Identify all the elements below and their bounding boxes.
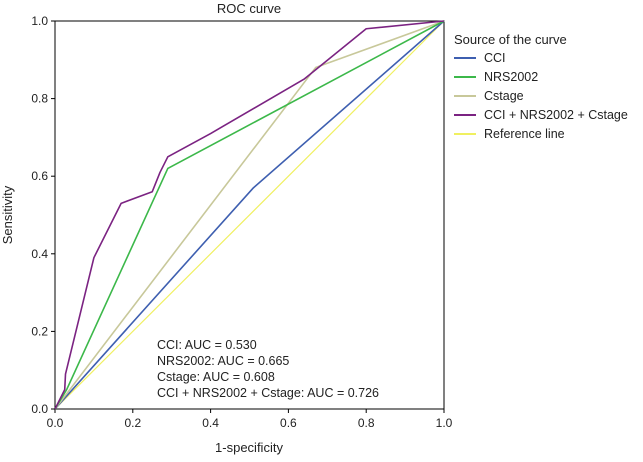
- x-tick-label: 0.4: [202, 416, 219, 430]
- ticks-layer: 0.0 0.2 0.4 0.6 0.8 1.0 0.0 0.2 0.4 0.6 0.8 1.0: [31, 14, 452, 430]
- auc-annotation: CCI: AUC = 0.530 NRS2002: AUC = 0.665 Cs…: [157, 338, 379, 400]
- y-axis-label: Sensitivity: [0, 185, 15, 244]
- auc-annotation-cci: CCI: AUC = 0.530: [157, 338, 257, 352]
- legend-label: Reference line: [484, 127, 565, 141]
- x-tick-label: 0.8: [358, 416, 375, 430]
- y-tick-label: 0.8: [31, 92, 48, 106]
- auc-annotation-combined: CCI + NRS2002 + Cstage: AUC = 0.726: [157, 386, 379, 400]
- plot-frame: [54, 20, 445, 410]
- series-layer: [54, 20, 445, 410]
- legend-title: Source of the curve: [454, 32, 567, 47]
- series-line-nrs2002: [54, 20, 445, 410]
- y-tick-label: 1.0: [31, 14, 48, 28]
- auc-annotation-nrs2002: NRS2002: AUC = 0.665: [157, 354, 289, 368]
- chart-title: ROC curve: [217, 1, 281, 16]
- x-tick-label: 1.0: [436, 416, 453, 430]
- y-tick-label: 0.4: [31, 247, 48, 261]
- y-tick-label: 0.2: [31, 324, 48, 338]
- legend-label: CCI + NRS2002 + Cstage: [484, 108, 628, 122]
- series-line-cstage: [54, 20, 445, 410]
- x-tick-label: 0.6: [280, 416, 297, 430]
- legend-label: NRS2002: [484, 70, 538, 84]
- x-tick-label: 0.2: [124, 416, 141, 430]
- series-line-reference-line: [54, 20, 445, 410]
- series-line-cci-nrs2002-cstage: [54, 20, 445, 410]
- y-tick-label: 0.6: [31, 169, 48, 183]
- series-line-cci: [54, 20, 445, 410]
- x-tick-label: 0.0: [47, 416, 64, 430]
- x-axis-label: 1-specificity: [215, 440, 283, 455]
- y-tick-label: 0.0: [31, 402, 48, 416]
- legend-label: Cstage: [484, 89, 524, 103]
- legend: CCI NRS2002 Cstage CCI + NRS2002 + Cstage Re…: [454, 51, 628, 141]
- auc-annotation-cstage: Cstage: AUC = 0.608: [157, 370, 275, 384]
- legend-label: CCI: [484, 51, 506, 65]
